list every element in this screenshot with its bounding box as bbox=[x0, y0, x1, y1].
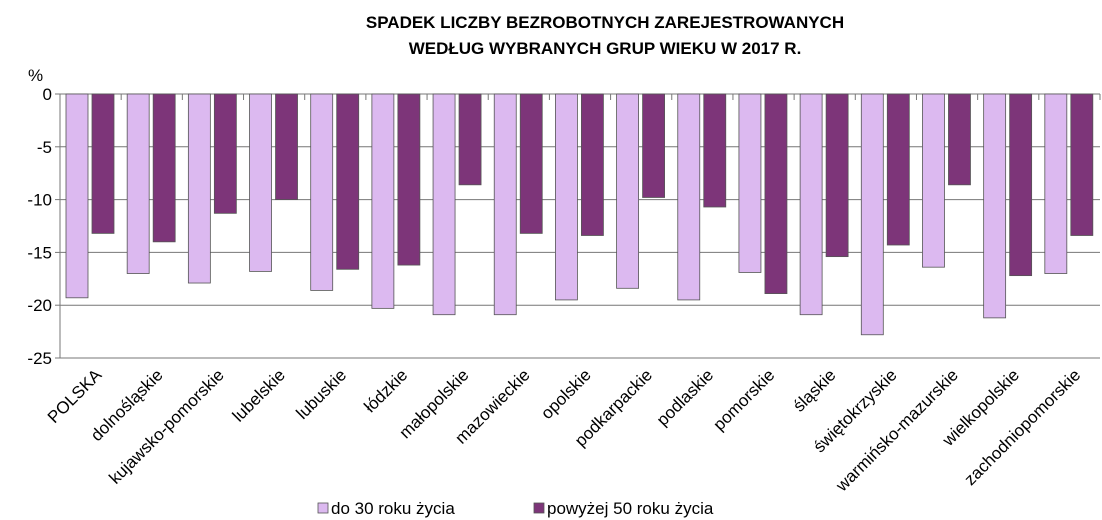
bar bbox=[555, 93, 578, 301]
y-tick-label: -5 bbox=[37, 138, 52, 157]
y-tick-label: -10 bbox=[27, 191, 52, 210]
bar bbox=[519, 93, 543, 234]
x-tick-label: łódzkie bbox=[360, 365, 411, 416]
bar bbox=[493, 93, 517, 316]
bar bbox=[703, 93, 727, 208]
bar bbox=[213, 93, 237, 214]
bar bbox=[764, 93, 788, 294]
bar bbox=[886, 93, 910, 246]
bar bbox=[860, 93, 884, 336]
y-tick-label: -15 bbox=[27, 243, 52, 262]
x-tick-label: POLSKA bbox=[44, 365, 106, 427]
chart-title-line: SPADEK LICZBY BEZROBOTNYCH ZAREJESTROWAN… bbox=[366, 13, 844, 32]
bar bbox=[581, 93, 604, 236]
y-tick-label: 0 bbox=[43, 85, 52, 104]
bar bbox=[336, 93, 360, 270]
legend-label: do 30 roku życia bbox=[331, 499, 455, 518]
bar bbox=[983, 93, 1007, 319]
bar bbox=[126, 93, 150, 274]
bar bbox=[432, 93, 456, 316]
bar bbox=[825, 93, 849, 258]
bar bbox=[948, 93, 971, 186]
legend-swatch bbox=[533, 502, 545, 514]
legend-label: powyżej 50 roku życia bbox=[547, 499, 714, 518]
x-tick-label: warmińsko-mazurskie bbox=[832, 365, 962, 495]
x-tick-label: opolskie bbox=[537, 365, 595, 423]
legend-swatch bbox=[317, 502, 329, 514]
y-axis-label: % bbox=[28, 66, 43, 85]
x-tick-label: lubuskie bbox=[293, 365, 351, 423]
bar bbox=[91, 93, 115, 234]
bar bbox=[1009, 93, 1033, 277]
bar bbox=[275, 93, 298, 200]
bar bbox=[187, 93, 211, 284]
bar bbox=[65, 93, 89, 299]
x-tick-label: podlaskie bbox=[653, 365, 717, 429]
bar bbox=[642, 93, 665, 198]
x-tick-label: śląskie bbox=[789, 365, 839, 415]
x-tick-label: lubelskie bbox=[229, 365, 289, 425]
x-tick-label: kujawsko-pomorskie bbox=[105, 365, 227, 487]
bar bbox=[922, 93, 945, 268]
y-tick-label: -20 bbox=[27, 296, 52, 315]
y-tick-label: -25 bbox=[27, 349, 52, 368]
bar bbox=[616, 93, 639, 289]
bar bbox=[371, 93, 395, 309]
bar bbox=[799, 93, 823, 316]
bar bbox=[677, 93, 701, 301]
bar bbox=[1044, 93, 1068, 274]
bar bbox=[310, 93, 334, 291]
x-tick-label: zachodniopomorskie bbox=[961, 365, 1085, 489]
bar bbox=[249, 93, 272, 272]
bar bbox=[152, 93, 176, 243]
bar bbox=[738, 93, 762, 273]
chart-title-line: WEDŁUG WYBRANYCH GRUP WIEKU W 2017 R. bbox=[409, 39, 802, 58]
bar bbox=[458, 93, 482, 186]
x-tick-label: pomorskie bbox=[709, 365, 778, 434]
bar bbox=[397, 93, 421, 266]
bar bbox=[1070, 93, 1094, 236]
